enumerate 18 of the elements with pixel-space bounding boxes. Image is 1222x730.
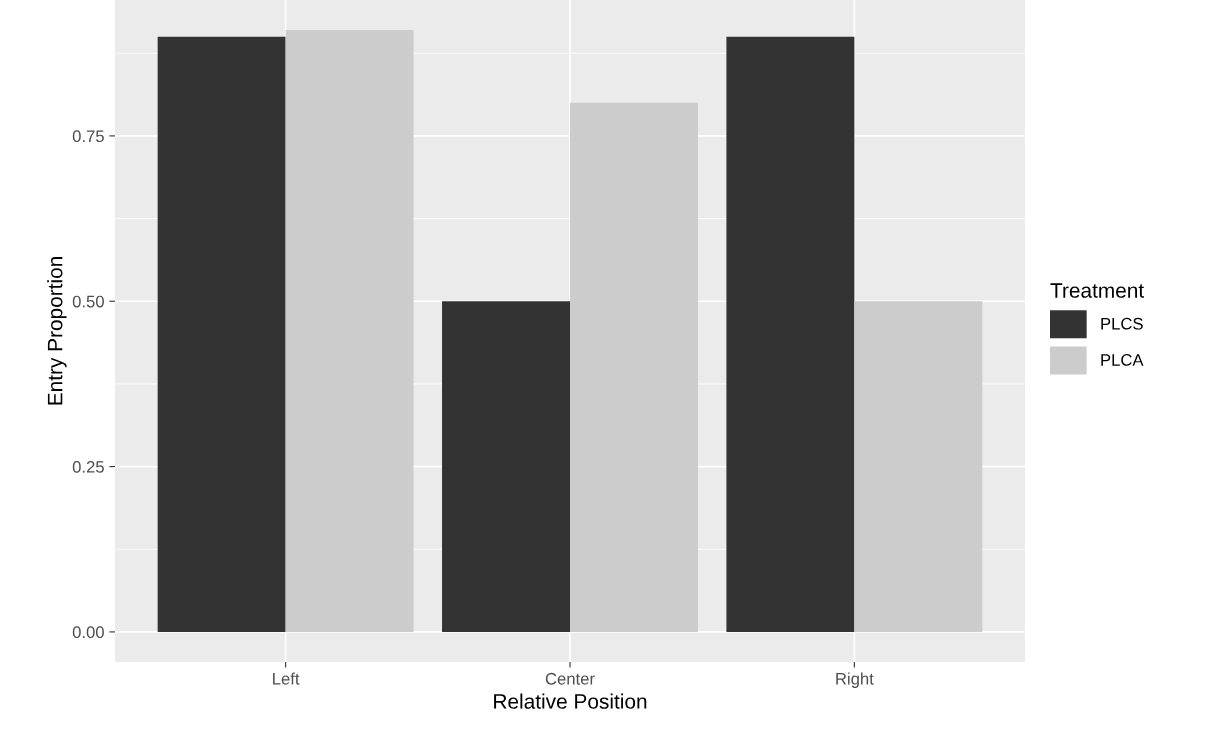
bar (285, 30, 414, 632)
y-tick-label: 0.00 (72, 626, 104, 639)
bar (570, 102, 698, 632)
y-tick-label: 0.25 (72, 460, 104, 473)
x-tick-label: Right (836, 672, 874, 688)
x-tick-label: Left (273, 672, 300, 685)
bar (442, 301, 570, 632)
legend-label: PLCA (1101, 354, 1144, 366)
bar (854, 301, 983, 632)
legend-title: Treatment (1050, 283, 1145, 298)
y-tick-label: 0.75 (72, 130, 104, 143)
legend-label: PLCS (1101, 317, 1143, 330)
y-tick-label: 0.50 (72, 295, 104, 308)
bar (157, 36, 286, 632)
x-tick-label: Center (545, 672, 595, 685)
y-axis-title: Entry Proportion (47, 257, 67, 405)
x-axis-title: Relative Position (494, 693, 647, 709)
bar (726, 36, 855, 632)
